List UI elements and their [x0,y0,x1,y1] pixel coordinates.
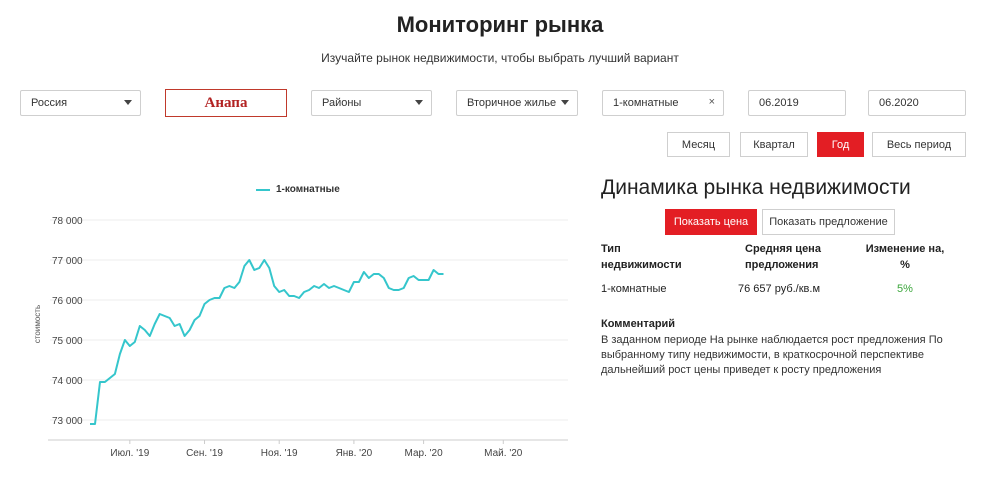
date-from-input[interactable]: 06.2019 [748,90,846,116]
series-line [90,259,444,425]
date-to-value: 06.2020 [879,97,919,109]
chevron-down-icon [124,100,132,105]
y-tick-label: 75 000 [52,336,83,347]
show-price-button[interactable]: Показать цена [665,209,757,235]
row-change: 5% [897,283,913,295]
period-all-button[interactable]: Весь период [872,132,966,157]
period-month-button[interactable]: Месяц [667,132,730,157]
column-header-price-line1: Средняя цена [745,243,821,255]
y-tick-label: 77 000 [52,256,83,267]
y-tick-label: 76 000 [52,296,83,307]
column-header-price: Средняя цена предложения [745,241,821,273]
column-header-change-line2: % [900,259,910,271]
period-year-button[interactable]: Год [817,132,864,157]
price-chart: 73 000 74 000 75 000 76 000 77 000 78 000 стои… [33,216,568,459]
x-tick-label: Янв. '20 [336,448,373,459]
column-header-price-line2: предложения [745,259,819,271]
rooms-value: 1-комнатные [613,97,679,109]
country-select[interactable]: Россия [20,90,141,116]
clear-icon[interactable]: × [708,96,715,108]
y-axis-label: стоимость [33,305,42,343]
date-from-value: 06.2019 [759,97,799,109]
country-value: Россия [31,97,68,109]
x-tick-label: Мар. '20 [405,448,444,459]
column-header-type: Тип недвижимости [601,241,682,273]
show-offer-button[interactable]: Показать предложение [762,209,895,235]
column-header-change-line1: Изменение на, [865,243,945,255]
districts-select[interactable]: Районы [311,90,432,116]
comment-label: Комментарий [601,318,676,330]
column-header-type-line1: Тип [601,243,621,255]
period-quarter-button[interactable]: Квартал [740,132,808,157]
chevron-down-icon [561,100,569,105]
legend-swatch [256,188,270,191]
column-header-type-line2: недвижимости [601,259,682,271]
districts-value: Районы [322,97,362,109]
x-tick-label: Сен. '19 [186,448,223,459]
x-tick-label: Май. '20 [484,448,523,459]
panel-title: Динамика рынка недвижимости [601,176,911,199]
housing-type-select[interactable]: Вторичное жилье [456,90,578,116]
x-tick-label: Июл. '19 [110,448,149,459]
row-price: 76 657 руб./кв.м [738,283,821,295]
page-title: Мониторинг рынка [396,12,604,37]
city-label: Анапа [165,89,287,117]
legend-label: 1-комнатные [276,184,340,195]
date-to-input[interactable]: 06.2020 [868,90,966,116]
y-tick-label: 73 000 [52,416,83,427]
x-tick-label: Ноя. '19 [261,448,298,459]
rooms-select[interactable]: 1-комнатные × [602,90,724,116]
chevron-down-icon [415,100,423,105]
housing-type-value: Вторичное жилье [467,97,557,109]
chart-legend[interactable]: 1-комнатные [256,184,340,195]
y-tick-label: 78 000 [52,216,83,227]
column-header-change: Изменение на, % [860,241,950,273]
page-subtitle: Изучайте рынок недвижимости, чтобы выбра… [321,51,679,65]
comment-text: В заданном периоде На рынке наблюдается … [601,334,943,376]
row-type: 1-комнатные [601,283,667,295]
y-tick-label: 74 000 [52,376,83,387]
